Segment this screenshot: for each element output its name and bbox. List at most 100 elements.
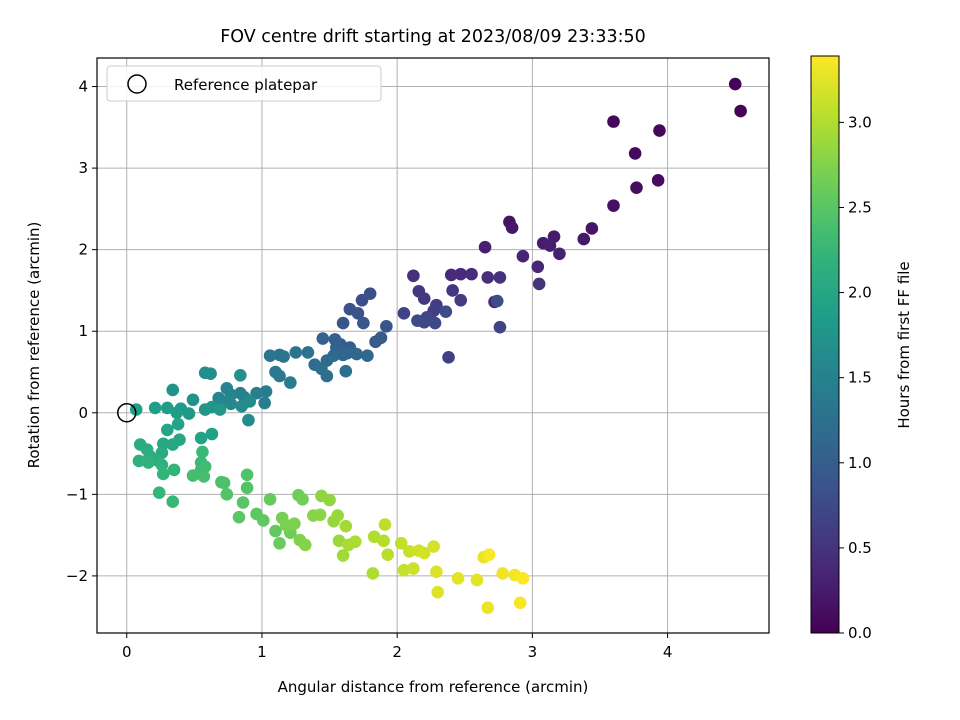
- colorbar-tick-label: 0.0: [848, 624, 872, 642]
- data-point: [148, 401, 162, 415]
- data-point: [378, 518, 392, 531]
- colorbar-tick-label: 1.0: [848, 454, 872, 472]
- data-point: [607, 199, 620, 212]
- data-point: [478, 240, 492, 254]
- colorbar-tick-label: 0.5: [848, 539, 872, 557]
- data-point: [553, 247, 566, 261]
- reference-marker: [116, 403, 137, 423]
- data-point: [339, 364, 353, 378]
- legend: Reference platepar: [106, 65, 382, 102]
- data-points: [129, 77, 747, 615]
- legend-marker-icon: [127, 74, 147, 94]
- data-point: [263, 349, 277, 362]
- colorbar-tick-label: 1.5: [848, 369, 872, 387]
- data-point: [446, 284, 459, 297]
- data-point: [496, 567, 509, 580]
- data-point: [242, 413, 255, 427]
- colorbar-label: Hours from first FF file: [895, 261, 913, 428]
- data-point: [431, 585, 445, 599]
- data-point: [361, 349, 374, 362]
- colorbar-gradient: [811, 56, 839, 633]
- data-point: [220, 488, 234, 501]
- data-point: [734, 104, 747, 118]
- data-point: [161, 401, 174, 415]
- data-point: [585, 222, 599, 235]
- data-point: [490, 294, 504, 308]
- data-point: [516, 572, 530, 585]
- data-point: [142, 456, 155, 469]
- data-point: [531, 260, 545, 274]
- reference-circle: [116, 403, 137, 423]
- data-point: [259, 385, 273, 398]
- data-point: [493, 271, 507, 284]
- data-point: [336, 549, 350, 562]
- data-point: [234, 368, 247, 382]
- data-point: [161, 423, 174, 437]
- plot-frame: [96, 57, 770, 634]
- data-point: [728, 77, 742, 91]
- data-point: [444, 268, 458, 282]
- data-point: [377, 534, 390, 548]
- data-point: [543, 239, 557, 252]
- legend-box: [106, 65, 382, 102]
- data-point: [367, 530, 381, 544]
- data-point: [166, 495, 180, 508]
- data-point: [197, 470, 211, 483]
- data-point: [482, 548, 496, 562]
- data-point: [397, 306, 411, 320]
- data-point: [236, 496, 250, 509]
- data-point: [516, 249, 530, 263]
- colorbar: 0.0 0.5 1.0 1.5 2.0 2.5 3.0 Hours from first F…: [810, 55, 913, 642]
- data-point: [332, 534, 346, 548]
- colorbar-tick-label: 2.5: [848, 198, 872, 216]
- data-point: [350, 347, 363, 361]
- data-point: [132, 454, 146, 468]
- x-axis-label: Angular distance from reference (arcmin): [278, 678, 589, 696]
- data-point: [407, 562, 420, 575]
- data-point: [277, 350, 290, 363]
- x-tick-label: 2: [392, 643, 402, 661]
- data-point: [273, 369, 286, 383]
- data-point: [316, 332, 330, 345]
- data-point: [186, 469, 200, 482]
- data-point: [454, 267, 468, 281]
- data-point: [651, 174, 665, 187]
- y-tick-label: 4: [78, 78, 88, 96]
- data-point: [224, 397, 238, 411]
- data-point: [430, 565, 443, 579]
- y-axis: −2 −1 0 1 2 3 4: [66, 78, 97, 585]
- y-tick-label: 1: [78, 322, 88, 340]
- data-point: [167, 463, 181, 477]
- data-point: [505, 221, 519, 234]
- data-point: [493, 320, 507, 334]
- y-tick-label: 0: [78, 404, 88, 422]
- data-point: [532, 277, 546, 291]
- data-point: [351, 306, 365, 320]
- colorbar-tick-label: 2.0: [848, 284, 872, 302]
- y-axis-label: Rotation from reference (arcmin): [25, 222, 43, 469]
- data-point: [630, 181, 643, 194]
- x-tick-label: 4: [663, 643, 673, 661]
- data-point: [451, 572, 465, 585]
- data-point: [653, 124, 666, 137]
- data-point: [339, 519, 353, 533]
- x-tick-label: 1: [257, 643, 267, 661]
- data-point: [513, 596, 527, 610]
- data-point: [194, 431, 208, 445]
- data-point: [355, 293, 369, 307]
- data-point: [428, 316, 442, 330]
- chart-title: FOV centre drift starting at 2023/08/09 …: [220, 27, 646, 47]
- data-point: [301, 346, 315, 359]
- data-point: [198, 460, 212, 473]
- data-point: [411, 314, 424, 327]
- data-point: [417, 546, 431, 560]
- data-point: [607, 115, 620, 128]
- legend-label: Reference platepar: [174, 76, 318, 94]
- data-point: [331, 509, 344, 522]
- data-point: [258, 396, 271, 410]
- data-point: [240, 481, 254, 495]
- data-point: [320, 369, 334, 383]
- data-point: [298, 538, 312, 552]
- data-point: [394, 536, 408, 550]
